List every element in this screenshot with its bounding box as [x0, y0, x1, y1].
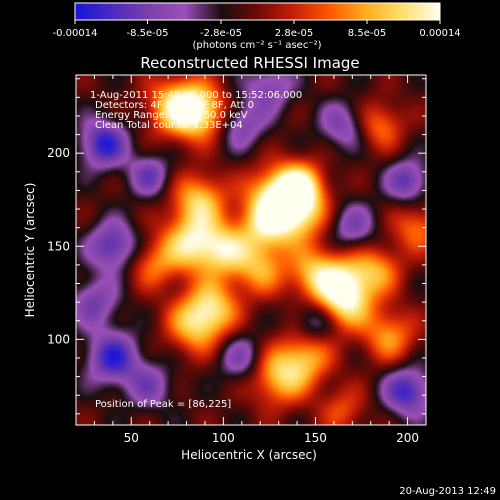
y-tick-label: 200 — [47, 146, 70, 160]
generation-timestamp: 20-Aug-2013 12:49 — [399, 486, 496, 497]
info-line: Detectors: 4F 5F 6F 7F 8F, Att 0 — [95, 100, 254, 111]
colorbar-tick-label: -0.00014 — [53, 28, 98, 39]
colorbar — [74, 2, 441, 21]
colorbar-tick-label: 2.8e-05 — [275, 28, 313, 39]
axes: 50 100 150 200 100 150 200 — [47, 74, 427, 445]
colorbar-tick-label: 0.00014 — [419, 28, 460, 39]
plot-frame — [75, 74, 427, 426]
colorbar-tick-label: -2.8e-05 — [200, 28, 242, 39]
heatmap-image — [76, 75, 426, 425]
chart-title: Reconstructed RHESSI Image — [140, 54, 359, 72]
colorbar-unit-label: (photons cm⁻² s⁻¹ asec⁻²) — [192, 40, 321, 51]
x-tick-label: 100 — [212, 431, 235, 445]
info-line: 1-Aug-2011 15:48:06.000 to 15:52:06.000 — [90, 90, 302, 101]
peak-position-label: Position of Peak = [86,225] — [95, 399, 231, 410]
observation-info: 1-Aug-2011 15:48:06.000 to 15:52:06.000D… — [90, 90, 302, 131]
colorbar-tick-label: 8.5e-05 — [348, 28, 386, 39]
y-tick-label: 150 — [47, 239, 70, 253]
y-axis-label: Heliocentric Y (arcsec) — [23, 183, 37, 318]
x-tick-label: 150 — [304, 431, 327, 445]
info-line: Energy Range: 25.0 - 50.0 keV — [95, 110, 248, 121]
x-axis-label: Heliocentric X (arcsec) — [181, 448, 317, 462]
colorbar-tick-label: -8.5e-05 — [127, 28, 169, 39]
colorbar-ticks: -0.00014 -8.5e-05 -2.8e-05 2.8e-05 8.5e-05 0.… — [53, 20, 461, 39]
y-tick-label: 100 — [47, 332, 70, 346]
plot-area — [76, 75, 426, 425]
x-tick-label: 200 — [396, 431, 419, 445]
info-line: Clean Total counts: 1.33E+04 — [95, 120, 243, 131]
x-tick-label: 50 — [124, 431, 139, 445]
